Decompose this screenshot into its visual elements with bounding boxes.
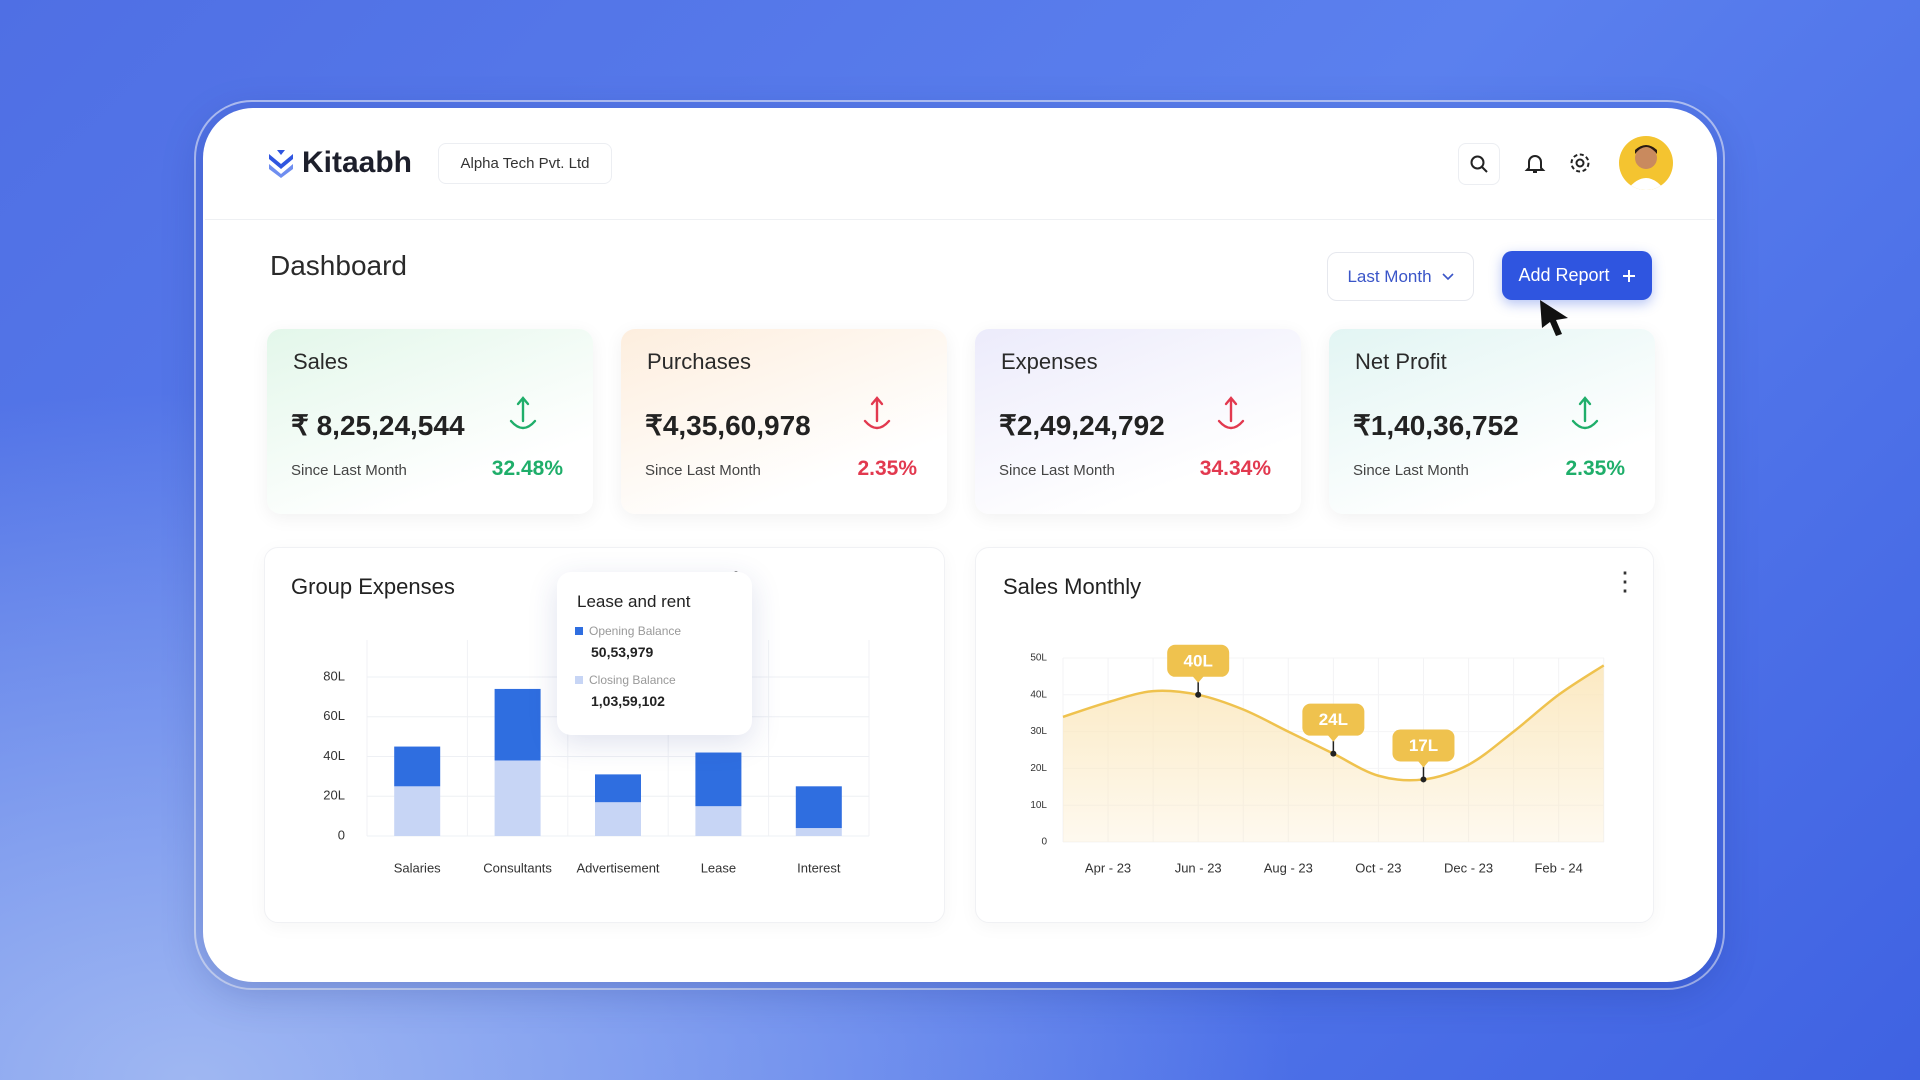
search-button[interactable] [1458, 143, 1500, 185]
x-tick-label: Interest [797, 860, 841, 875]
more-menu[interactable]: ⋮ [1612, 566, 1638, 596]
card-title: Expenses [1001, 349, 1098, 374]
card-change: 34.34% [1199, 457, 1271, 480]
add-report-button[interactable]: Add Report [1502, 251, 1652, 300]
x-tick-label: Aug - 23 [1264, 860, 1313, 875]
y-tick-label: 50L [1030, 653, 1047, 664]
y-tick-label: 10L [1030, 800, 1047, 811]
tooltip-title: Lease and rent [577, 592, 691, 611]
y-tick-label: 0 [338, 827, 345, 842]
annotation-badge [1167, 644, 1230, 677]
y-tick-label: 20L [323, 788, 345, 803]
x-tick-label: Oct - 23 [1355, 860, 1401, 875]
chart-title: Sales Monthly [1003, 574, 1141, 599]
annotation-badge [1302, 703, 1365, 736]
annotation-label: 40L [1184, 651, 1213, 670]
trend-icon [1571, 396, 1599, 430]
summary-card[interactable]: Net Profit ₹1,40,36,752 Since Last Month 2.… [1329, 329, 1655, 514]
card-change: 2.35% [1565, 457, 1625, 480]
annotation-pointer [1417, 760, 1430, 768]
chart-title: Group Expenses [291, 574, 455, 599]
annotation-point [1330, 750, 1337, 757]
page-title: Dashboard [270, 250, 407, 281]
x-tick-label: Apr - 23 [1085, 860, 1131, 875]
bar-segment [795, 786, 842, 829]
bar-segment [494, 760, 541, 836]
user-avatar[interactable] [1619, 136, 1673, 190]
annotation-pointer [1192, 675, 1205, 683]
y-tick-label: 20L [1030, 763, 1047, 774]
logo-icon [269, 150, 293, 178]
y-tick-label: 30L [1030, 726, 1047, 737]
bar-segment [595, 802, 641, 836]
card-caption: Since Last Month [291, 462, 407, 479]
x-tick-label: Dec - 23 [1444, 860, 1493, 875]
x-tick-label: Advertisement [576, 860, 659, 875]
card-change: 32.48% [491, 457, 563, 480]
y-tick-label: 40L [1030, 689, 1047, 700]
frame-border [194, 100, 1725, 990]
card-caption: Since Last Month [999, 462, 1115, 479]
chart-tooltip: Lease and rent Opening Balance 50,53,979 C… [557, 572, 752, 735]
annotation-badge [1392, 729, 1455, 762]
trend-icon [1217, 396, 1245, 430]
notifications-button[interactable] [1515, 143, 1555, 183]
trend-icon [509, 396, 537, 430]
add-report-label: Add Report [1518, 265, 1610, 285]
x-tick-label: Feb - 24 [1534, 860, 1582, 875]
y-tick-label: 80L [323, 668, 345, 683]
tooltip-swatch [575, 676, 583, 684]
y-tick-label: 40L [323, 748, 345, 763]
summary-card[interactable]: Expenses ₹2,49,24,792 Since Last Month 34.3… [975, 329, 1301, 514]
trend-icon [863, 396, 891, 430]
card-value: ₹ 8,25,24,544 [291, 410, 465, 441]
annotation-label: 17L [1409, 736, 1438, 755]
period-label: Last Month [1347, 266, 1432, 286]
annotation-point [1195, 691, 1202, 698]
annotation-label: 24L [1319, 710, 1348, 729]
mouse-cursor [1540, 300, 1568, 336]
card-value: ₹4,35,60,978 [645, 410, 811, 441]
annotation-pointer [1327, 734, 1340, 742]
summary-card[interactable]: Purchases ₹4,35,60,978 Since Last Month 2.3… [621, 329, 947, 514]
period-dropdown[interactable]: Last Month [1327, 252, 1474, 301]
settings-button[interactable] [1560, 143, 1600, 183]
x-tick-label: Lease [701, 860, 736, 875]
card-value: ₹1,40,36,752 [1353, 410, 1519, 441]
summary-card[interactable]: Sales ₹ 8,25,24,544 Since Last Month 32.48% [267, 329, 593, 514]
tooltip-swatch [575, 627, 583, 635]
bar-segment [695, 806, 742, 836]
tooltip-series: Opening Balance [575, 624, 681, 638]
bar-segment [595, 774, 641, 803]
x-tick-label: Consultants [483, 860, 552, 875]
y-tick-label: 60L [323, 708, 345, 723]
card-title: Net Profit [1355, 349, 1447, 374]
card-change: 2.35% [857, 457, 917, 480]
logo[interactable]: Kitaabh [266, 145, 412, 181]
tooltip-series-name: Closing Balance [589, 673, 676, 687]
tooltip-value: 1,03,59,102 [591, 693, 665, 709]
tooltip-series: Closing Balance [575, 673, 676, 687]
bar-segment [795, 828, 842, 836]
logo-text: Kitaabh [302, 146, 413, 179]
card-title: Sales [293, 349, 349, 374]
header-divider [205, 219, 1715, 220]
company-selector[interactable]: Alpha Tech Pvt. Ltd [438, 143, 612, 184]
card-caption: Since Last Month [645, 462, 761, 479]
tooltip-series-name: Opening Balance [589, 624, 682, 638]
bar-segment [394, 746, 441, 787]
y-tick-label: 0 [1041, 837, 1047, 848]
card-caption: Since Last Month [1353, 462, 1469, 479]
tooltip-value: 50,53,979 [591, 644, 654, 660]
card-value: ₹2,49,24,792 [999, 410, 1165, 441]
bar-segment [394, 786, 441, 836]
x-tick-label: Salaries [394, 860, 441, 875]
bar-segment [494, 688, 541, 761]
card-title: Purchases [647, 349, 751, 374]
x-tick-label: Jun - 23 [1175, 860, 1222, 875]
bar-segment [695, 752, 742, 807]
annotation-point [1420, 776, 1427, 783]
